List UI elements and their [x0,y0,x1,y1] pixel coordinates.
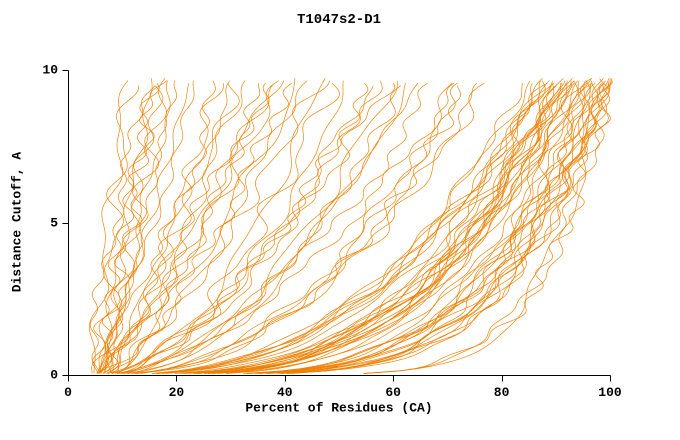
x-tick-label: 40 [276,385,293,400]
chart-title: T1047s2-D1 [296,12,382,28]
x-tick-label: 100 [598,385,622,400]
y-tick-label: 0 [50,367,58,383]
x-axis-label: Percent of Residues (CA) [245,400,433,416]
x-tick-label: 20 [168,385,185,400]
x-tick-label: 80 [493,385,510,400]
x-tick-label: 60 [385,385,401,400]
y-tick-label: 5 [50,215,58,230]
y-axis-label: Distance Cutoff, A [9,151,25,293]
y-tick-label: 10 [42,62,58,78]
x-tick-label: 0 [64,385,72,400]
